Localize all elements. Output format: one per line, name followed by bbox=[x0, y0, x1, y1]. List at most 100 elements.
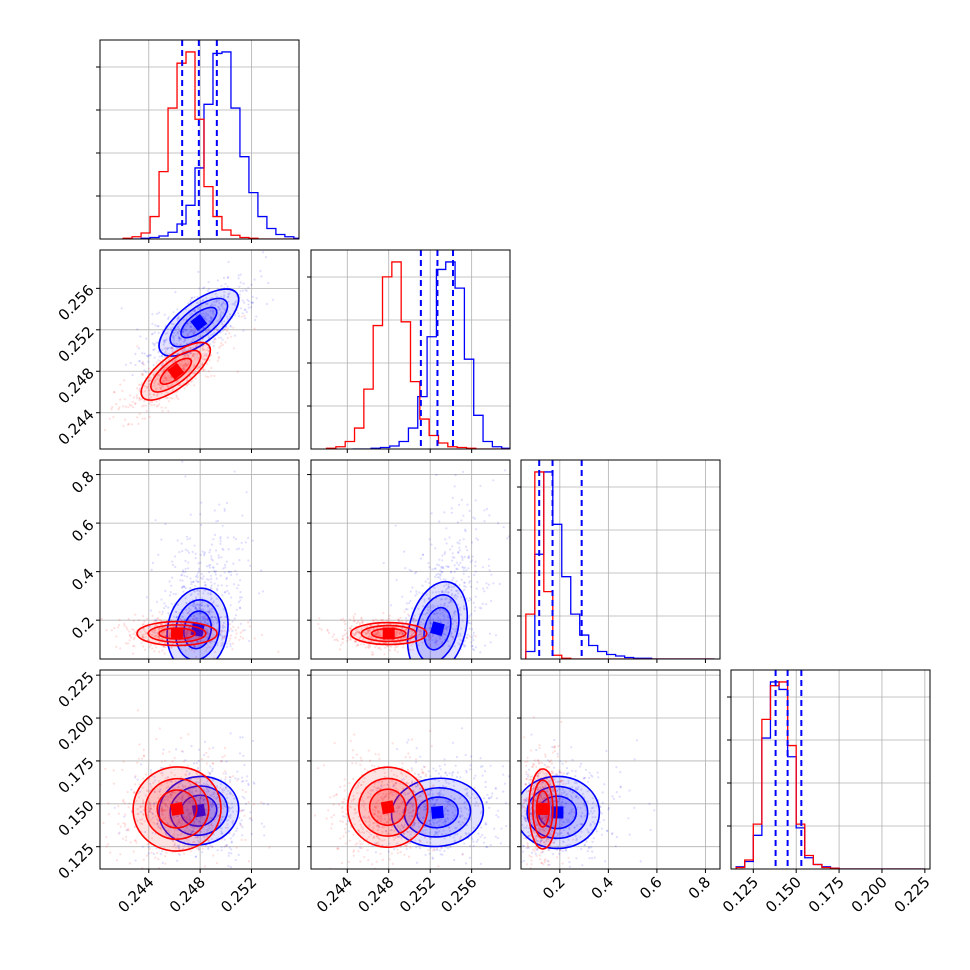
scatter-point bbox=[430, 622, 433, 625]
scatter-point bbox=[134, 783, 137, 786]
scatter-point bbox=[438, 765, 441, 768]
scatter-point bbox=[139, 810, 142, 814]
scatter-point bbox=[447, 621, 450, 625]
scatter-point bbox=[222, 772, 225, 775]
scatter-point bbox=[197, 848, 200, 851]
scatter-point bbox=[409, 635, 412, 638]
scatter-point bbox=[194, 637, 197, 640]
scatter-point bbox=[184, 475, 187, 478]
contours-blue bbox=[406, 580, 469, 659]
scatter-point bbox=[263, 825, 266, 828]
scatter-point bbox=[170, 346, 173, 349]
scatter-point bbox=[117, 822, 120, 826]
scatter-point bbox=[205, 646, 209, 650]
scatter-point bbox=[472, 639, 475, 642]
scatter-point bbox=[217, 519, 220, 523]
scatter-point bbox=[247, 300, 250, 303]
scatter-point bbox=[388, 614, 391, 617]
scatter-point bbox=[415, 846, 418, 849]
scatter-point bbox=[223, 635, 226, 638]
scatter-point bbox=[122, 405, 125, 408]
scatter-point bbox=[150, 851, 153, 854]
scatter-point bbox=[164, 589, 167, 593]
scatter-point bbox=[483, 520, 486, 523]
scatter-point bbox=[203, 589, 206, 592]
scatter-point bbox=[217, 299, 221, 302]
scatter-point bbox=[155, 634, 158, 637]
scatter-point bbox=[212, 601, 215, 604]
scatter-point bbox=[458, 539, 461, 542]
scatter-point bbox=[459, 632, 462, 635]
scatter-point bbox=[186, 638, 189, 641]
scatter-point bbox=[339, 837, 342, 840]
scatter-point bbox=[138, 383, 141, 386]
scatter-point bbox=[182, 615, 185, 619]
scatter-point bbox=[462, 643, 465, 647]
scatter-point bbox=[479, 862, 482, 866]
scatter-point bbox=[207, 790, 210, 793]
scatter-point bbox=[119, 853, 122, 856]
scatter-point bbox=[457, 635, 460, 638]
scatter-point bbox=[164, 759, 167, 763]
scatter-point bbox=[396, 848, 399, 851]
scatter-point bbox=[213, 374, 216, 377]
scatter-point bbox=[161, 363, 165, 366]
scatter-point bbox=[179, 337, 182, 340]
scatter-point bbox=[112, 769, 115, 772]
scatter-point bbox=[474, 528, 478, 531]
scatter-point bbox=[399, 873, 401, 875]
scatter-point bbox=[179, 782, 182, 785]
scatter-point bbox=[224, 786, 228, 789]
scatter-point bbox=[141, 372, 144, 375]
scatter-point bbox=[174, 291, 177, 294]
scatter-point bbox=[118, 618, 121, 622]
scatter-point bbox=[153, 790, 156, 793]
scatter-point bbox=[217, 556, 220, 559]
scatter-point bbox=[435, 643, 438, 646]
scatter-point bbox=[234, 304, 237, 307]
scatter-point bbox=[240, 838, 243, 842]
scatter-point bbox=[210, 805, 213, 808]
scatter-point bbox=[168, 631, 171, 634]
scatter-point bbox=[141, 360, 144, 364]
scatter-point bbox=[150, 333, 153, 336]
scatter-point bbox=[327, 809, 330, 812]
scatter-point bbox=[210, 577, 213, 581]
scatter-point bbox=[468, 509, 471, 512]
scatter-point bbox=[213, 533, 217, 537]
scatter-point bbox=[216, 359, 219, 362]
scatter-point bbox=[193, 650, 196, 653]
scatter-point bbox=[182, 786, 185, 789]
scatter-point bbox=[220, 846, 223, 849]
scatter-point bbox=[487, 564, 490, 567]
scatter-point bbox=[470, 645, 474, 648]
scatter-point bbox=[224, 566, 227, 569]
scatter-point bbox=[419, 847, 422, 850]
scatter-point bbox=[175, 394, 178, 397]
scatter-point bbox=[227, 295, 230, 298]
scatter-point bbox=[193, 331, 196, 334]
scatter-point bbox=[227, 570, 230, 573]
scatter-point bbox=[442, 614, 445, 617]
scatter-point bbox=[206, 362, 209, 365]
scatter-point bbox=[189, 850, 192, 853]
scatter-point bbox=[175, 396, 178, 399]
scatter-point bbox=[216, 814, 219, 817]
scatter-point bbox=[163, 641, 166, 645]
scatter-point bbox=[158, 355, 161, 358]
scatter-point bbox=[146, 843, 149, 846]
scatter-point bbox=[197, 635, 200, 639]
scatter-point bbox=[248, 639, 251, 643]
scatter-point bbox=[214, 570, 217, 573]
scatter-point bbox=[427, 770, 430, 773]
scatter-point bbox=[181, 550, 184, 553]
scatter-point bbox=[197, 270, 200, 273]
scatter-point bbox=[461, 470, 465, 473]
scatter-point bbox=[419, 633, 422, 636]
scatter-point bbox=[171, 563, 175, 567]
scatter-point bbox=[245, 779, 248, 783]
scatter-point bbox=[122, 424, 125, 428]
scatter-point bbox=[401, 595, 404, 598]
scatter-point bbox=[428, 619, 431, 622]
scatter-point bbox=[459, 776, 462, 779]
